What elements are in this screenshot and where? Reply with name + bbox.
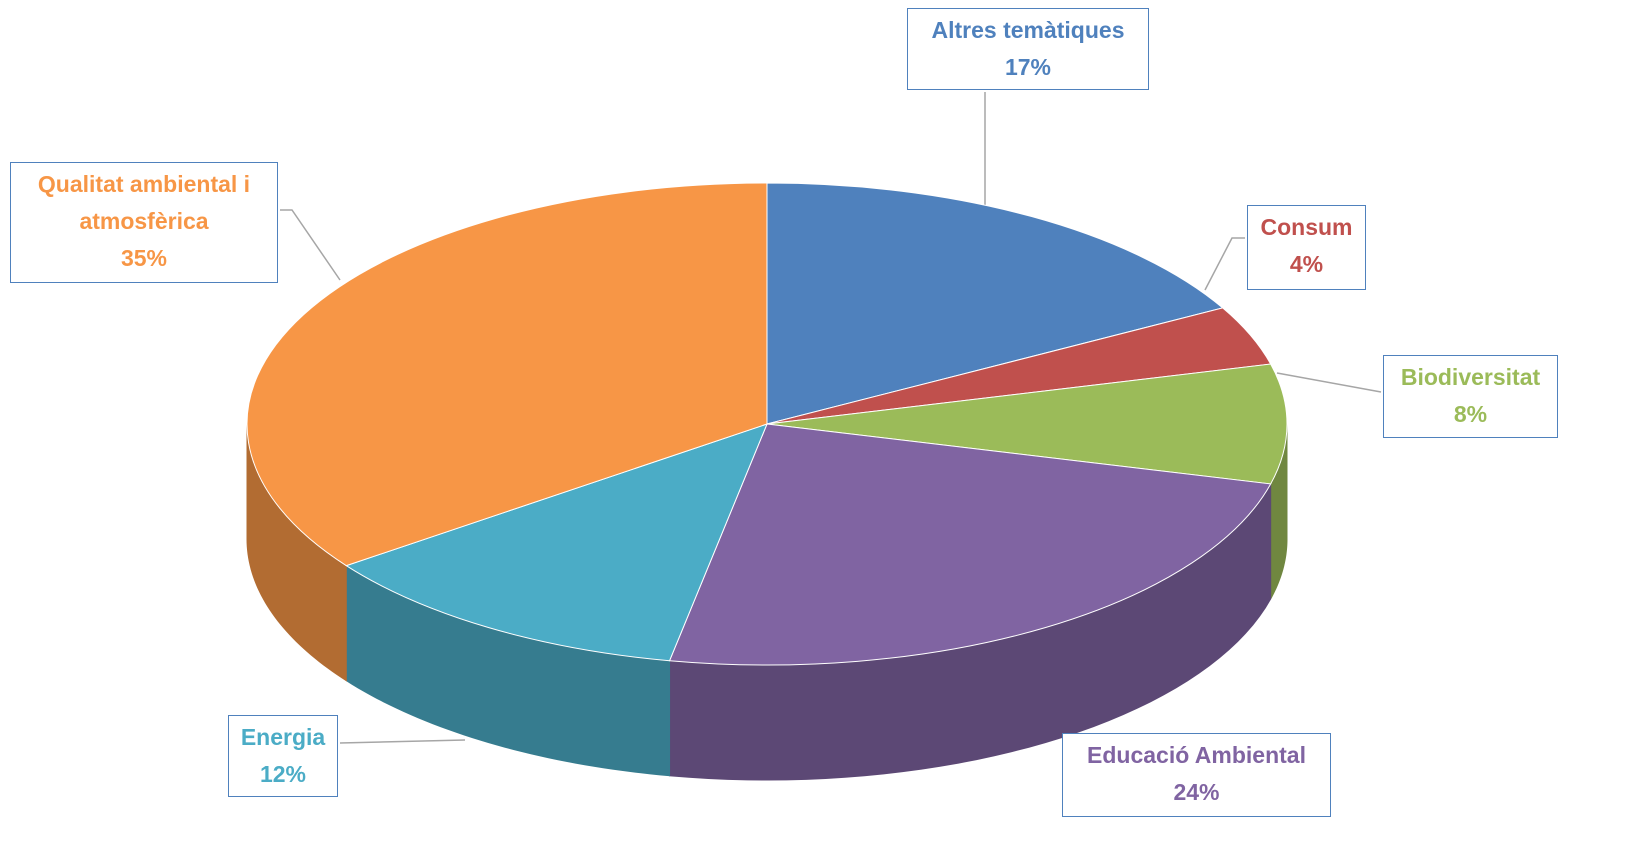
- value-label: 4%: [1289, 251, 1324, 277]
- value-label: 12%: [259, 761, 307, 787]
- slice: [766, 363, 1288, 485]
- leader-lines: [280, 92, 1382, 744]
- slice: [345, 423, 768, 662]
- data-label: Qualitat ambiental i atmosfèrica 35%: [10, 162, 278, 283]
- slice: [668, 423, 1272, 666]
- data-label: Altres temàtiques 17%: [907, 8, 1149, 90]
- pie-tops: [246, 182, 1288, 666]
- slice: [766, 182, 1224, 425]
- pie: [246, 182, 1288, 781]
- value-label: 24%: [1173, 779, 1220, 805]
- slice: [246, 182, 768, 567]
- data-label: Energia 12%: [228, 715, 338, 797]
- category-label: Consum: [1260, 214, 1353, 240]
- leader-line: [1276, 372, 1382, 393]
- category-label: Educació Ambiental: [1087, 742, 1306, 768]
- category-label: Qualitat ambiental i atmosfèrica: [37, 171, 251, 234]
- data-label: Consum 4%: [1247, 205, 1366, 290]
- data-label: Educació Ambiental 24%: [1062, 733, 1331, 817]
- data-label: Biodiversitat 8%: [1383, 355, 1558, 438]
- leader-line: [339, 739, 466, 744]
- value-label: 17%: [1004, 54, 1052, 80]
- category-label: Altres temàtiques: [931, 17, 1125, 43]
- category-label: Energia: [240, 724, 326, 750]
- value-label: 8%: [1453, 401, 1488, 427]
- pie-sides: [246, 423, 1288, 781]
- leader-line: [1204, 237, 1245, 291]
- value-label: 35%: [120, 245, 168, 271]
- category-label: Biodiversitat: [1400, 364, 1541, 390]
- leader-line: [280, 209, 341, 281]
